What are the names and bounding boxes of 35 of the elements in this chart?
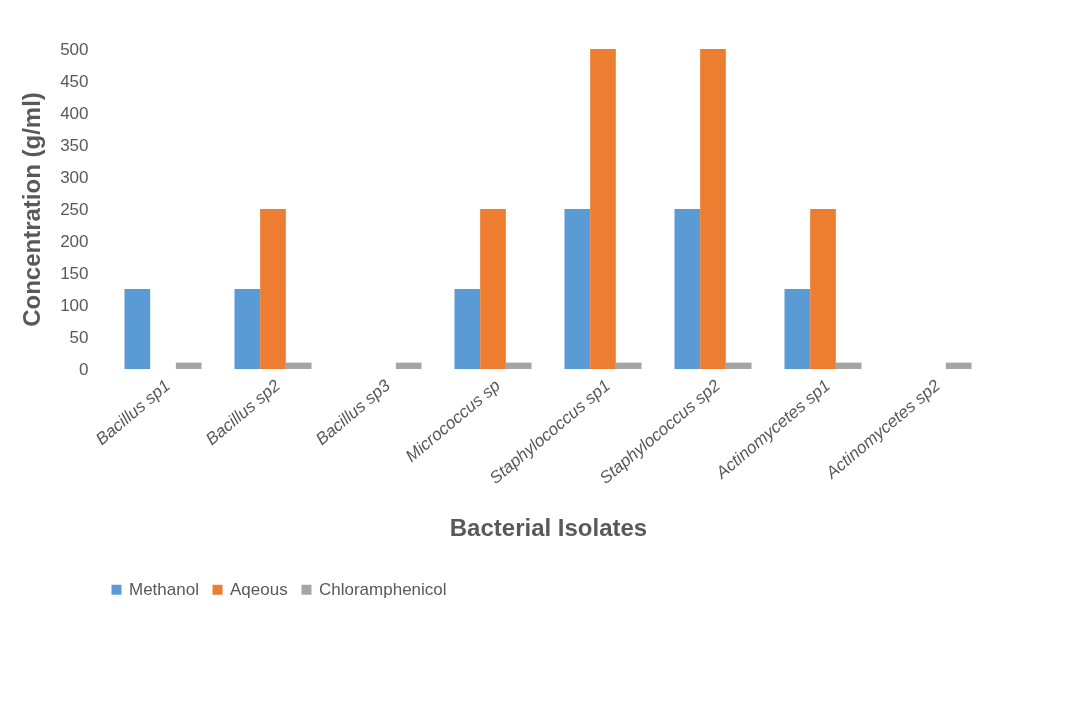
bar [505,362,532,369]
y-tick-label: 100 [60,295,89,315]
bar [784,289,811,369]
y-tick-label: 500 [60,39,89,59]
y-tick-label: 0 [79,359,89,379]
y-tick-label: 300 [60,167,89,187]
legend-label: Aqeous [230,579,288,599]
bar [725,362,752,369]
y-tick-label: 450 [60,71,89,91]
bar [234,289,261,369]
bar [615,362,642,369]
bar [835,362,862,369]
bar [395,362,422,369]
bar [260,209,286,369]
bar [810,209,836,369]
bar [945,362,972,369]
bar [480,209,506,369]
y-tick-label: 200 [60,231,89,251]
legend-label: Methanol [129,579,199,599]
bar [454,289,481,369]
x-axis-title: Bacterial Isolates [449,513,648,541]
bar [674,209,701,369]
y-tick-label: 350 [60,135,89,155]
y-tick-label: 400 [60,103,89,123]
y-tick-label: 150 [60,263,89,283]
y-tick-label: 50 [69,327,89,347]
bar [285,362,312,369]
bar [700,49,726,369]
y-axis-title: Concentration (g/ml) [18,92,46,327]
bar [590,49,616,369]
bar [564,209,591,369]
bar [124,289,151,369]
bar [175,362,202,369]
y-tick-label: 250 [60,199,89,219]
legend-label: Chloramphenicol [319,579,447,599]
